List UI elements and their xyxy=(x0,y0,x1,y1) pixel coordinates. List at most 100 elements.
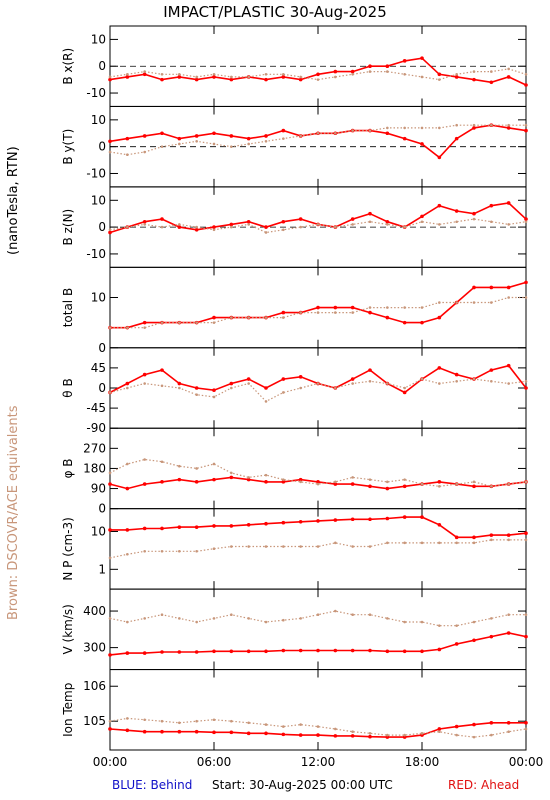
behind-legend-label: BLUE: Behind xyxy=(112,778,193,792)
data-point xyxy=(368,306,372,309)
data-point xyxy=(264,545,268,548)
data-point xyxy=(454,136,459,141)
data-point xyxy=(108,556,112,560)
data-point xyxy=(385,315,390,320)
data-point xyxy=(386,480,389,484)
data-point xyxy=(247,223,250,226)
data-point xyxy=(246,522,251,527)
data-point xyxy=(472,126,476,130)
data-point xyxy=(437,203,442,208)
data-point xyxy=(160,719,164,723)
data-point xyxy=(368,211,372,216)
data-point xyxy=(507,730,510,734)
data-point xyxy=(108,719,112,723)
data-point xyxy=(247,617,250,620)
data-point xyxy=(246,649,251,654)
data-point xyxy=(126,386,129,390)
data-point xyxy=(160,131,164,136)
data-point xyxy=(524,727,528,731)
data-point xyxy=(490,733,493,737)
y-tick-label: -10 xyxy=(86,247,106,261)
data-point xyxy=(506,720,511,725)
data-point xyxy=(351,382,354,385)
data-point xyxy=(247,75,250,79)
y-tick-label: 180 xyxy=(83,461,106,475)
data-point xyxy=(490,538,493,542)
data-point xyxy=(402,484,407,489)
y-tick-label: 0 xyxy=(98,381,106,395)
data-point xyxy=(194,480,199,484)
data-point xyxy=(368,545,372,548)
data-point xyxy=(420,142,424,146)
data-point xyxy=(177,381,182,386)
data-point xyxy=(524,217,528,221)
data-point xyxy=(472,211,476,216)
data-point xyxy=(507,67,510,71)
data-point xyxy=(143,70,146,73)
data-point xyxy=(334,480,337,484)
data-point xyxy=(386,382,389,385)
data-point xyxy=(195,75,198,79)
data-point xyxy=(212,225,216,229)
data-point xyxy=(108,75,112,79)
data-point xyxy=(212,730,216,735)
data-point xyxy=(229,475,234,480)
data-point xyxy=(125,528,130,532)
data-point xyxy=(351,129,354,132)
y-axis-label: V (km/s) xyxy=(61,604,75,654)
data-point xyxy=(160,321,164,324)
data-point xyxy=(472,301,476,304)
y-tick-label: 10 xyxy=(91,193,106,207)
data-point xyxy=(506,533,511,537)
data-point xyxy=(334,75,337,79)
data-point xyxy=(524,634,528,639)
data-point xyxy=(506,631,511,635)
data-point xyxy=(524,280,528,285)
data-point xyxy=(420,620,424,624)
data-point xyxy=(402,136,407,141)
data-point xyxy=(160,526,164,531)
data-point xyxy=(142,526,147,531)
data-point xyxy=(316,78,320,81)
data-point xyxy=(160,650,164,654)
series-line xyxy=(110,281,527,329)
data-point xyxy=(281,377,286,381)
data-point xyxy=(438,730,441,734)
data-point xyxy=(230,613,233,617)
data-point xyxy=(125,381,130,386)
data-point xyxy=(472,70,476,73)
data-point xyxy=(472,285,476,290)
data-point xyxy=(264,231,268,234)
data-point xyxy=(403,306,406,309)
data-point xyxy=(142,372,147,377)
data-point xyxy=(316,131,320,135)
data-point xyxy=(282,618,285,622)
data-point xyxy=(108,727,112,731)
data-point xyxy=(455,220,458,224)
data-point xyxy=(472,217,476,221)
data-point xyxy=(524,531,528,535)
data-point xyxy=(316,382,320,385)
data-point xyxy=(126,462,129,466)
data-point xyxy=(524,613,528,617)
data-point xyxy=(454,372,459,377)
y-tick-label: 106 xyxy=(83,679,106,693)
data-point xyxy=(438,301,441,304)
data-point xyxy=(402,390,407,395)
ace-legend-label: Brown: DSCOVR/ACE equivalents xyxy=(6,405,21,620)
data-point xyxy=(264,72,268,76)
data-point xyxy=(506,363,511,368)
y-tick-label: -10 xyxy=(86,166,106,180)
y-tick-label: 1 xyxy=(98,562,106,576)
data-point xyxy=(333,648,338,653)
data-point xyxy=(160,72,164,76)
data-point xyxy=(368,368,372,372)
y-tick-label: 400 xyxy=(83,604,106,618)
data-point xyxy=(403,126,406,130)
data-point xyxy=(403,541,406,545)
data-point xyxy=(143,150,146,154)
data-point xyxy=(126,153,129,157)
data-point xyxy=(454,724,459,729)
data-point xyxy=(299,545,302,548)
